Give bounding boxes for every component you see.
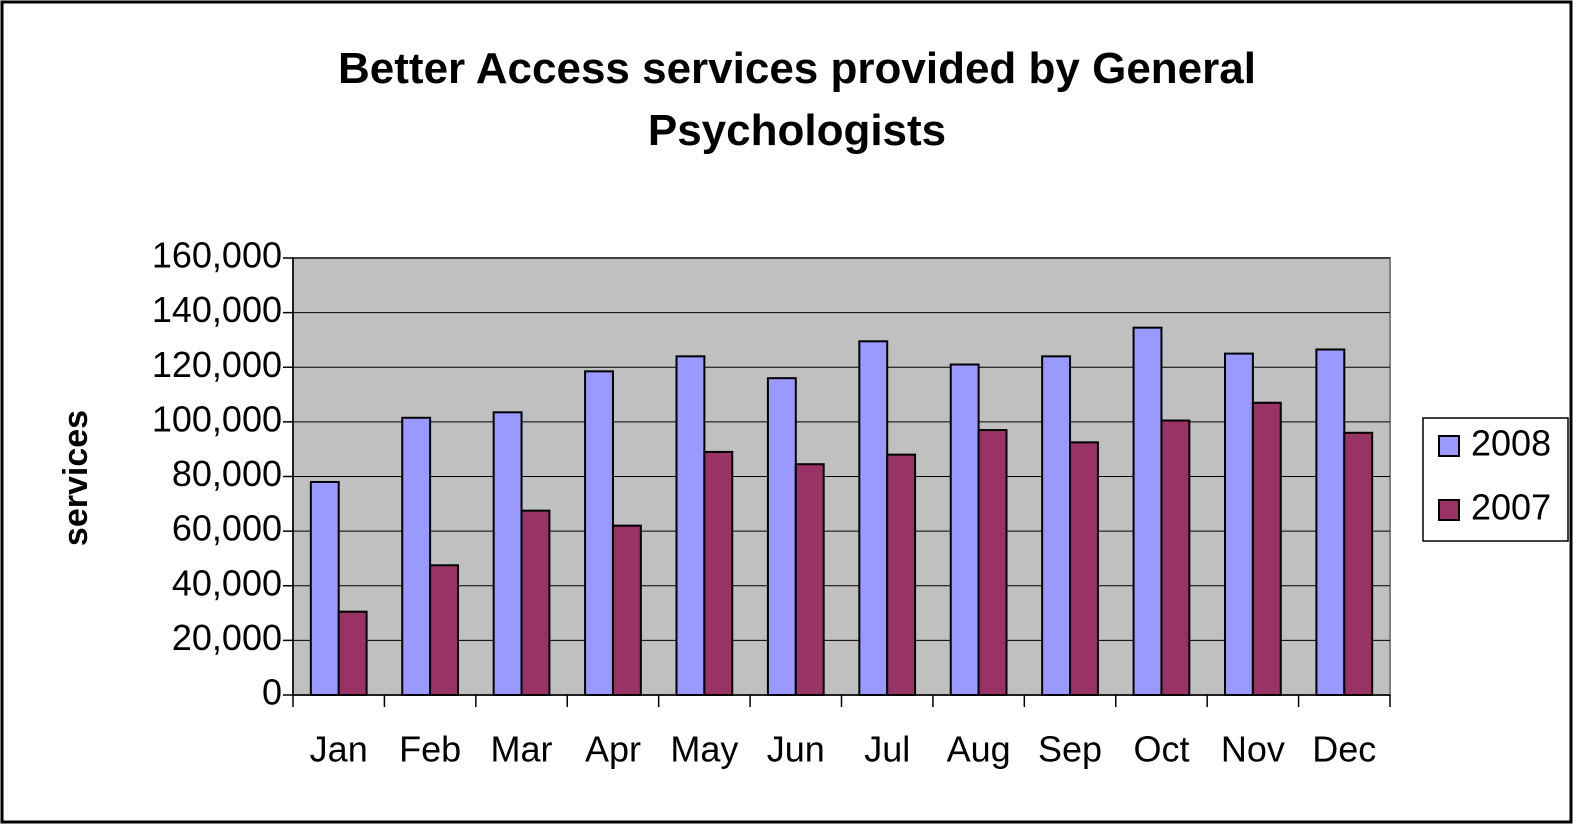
- bar: [401, 416, 432, 696]
- legend-label: 2007: [1471, 487, 1551, 528]
- bar: [675, 355, 706, 696]
- bar: [520, 509, 551, 696]
- bar: [794, 463, 825, 696]
- y-tick-label: 140,000: [152, 289, 282, 330]
- bar: [1315, 348, 1346, 696]
- x-tick-label: Jun: [767, 729, 825, 770]
- bar: [584, 370, 614, 696]
- bar: [1343, 431, 1374, 696]
- x-tick-label: Mar: [491, 729, 553, 770]
- x-tick-label: Apr: [585, 729, 641, 770]
- bar: [309, 480, 340, 696]
- bar: [977, 429, 1008, 696]
- y-tick-label: 60,000: [172, 508, 282, 549]
- legend-label: 2008: [1471, 423, 1551, 464]
- bar: [858, 340, 889, 696]
- bar: [492, 411, 523, 696]
- x-tick-label: Nov: [1221, 729, 1285, 770]
- bar: [766, 377, 797, 696]
- y-tick-label: 0: [262, 672, 282, 713]
- x-tick-label: Jul: [864, 729, 910, 770]
- y-tick-label: 40,000: [172, 562, 282, 603]
- bar: [1223, 352, 1254, 696]
- legend-swatch: [1438, 435, 1460, 457]
- x-tick-label: May: [670, 729, 738, 770]
- y-tick-label: 120,000: [152, 344, 282, 385]
- bar: [1041, 355, 1072, 696]
- y-tick-label: 20,000: [172, 617, 282, 658]
- x-tick-label: Sep: [1038, 729, 1102, 770]
- bar: [886, 453, 917, 696]
- chart-title: Better Access services provided by Gener…: [338, 44, 1256, 155]
- y-tick-label: 100,000: [152, 398, 282, 439]
- x-tick-label: Aug: [947, 729, 1011, 770]
- x-tick-label: Dec: [1312, 729, 1376, 770]
- bar: [611, 524, 642, 696]
- bar: [1251, 401, 1282, 696]
- bar: [1160, 419, 1191, 696]
- bar: [1069, 441, 1099, 696]
- bar: [703, 450, 734, 697]
- bar: [1132, 326, 1163, 696]
- bar: [949, 363, 980, 696]
- x-tick-label: Oct: [1133, 729, 1189, 770]
- y-tick-label: 80,000: [172, 453, 282, 494]
- bar: [429, 564, 460, 696]
- x-tick-label: Feb: [399, 729, 461, 770]
- legend-swatch: [1438, 499, 1460, 521]
- y-tick-label: 160,000: [152, 235, 282, 276]
- bar: [337, 610, 368, 697]
- x-tick-label: Jan: [310, 729, 368, 770]
- y-axis-label: services: [57, 410, 95, 546]
